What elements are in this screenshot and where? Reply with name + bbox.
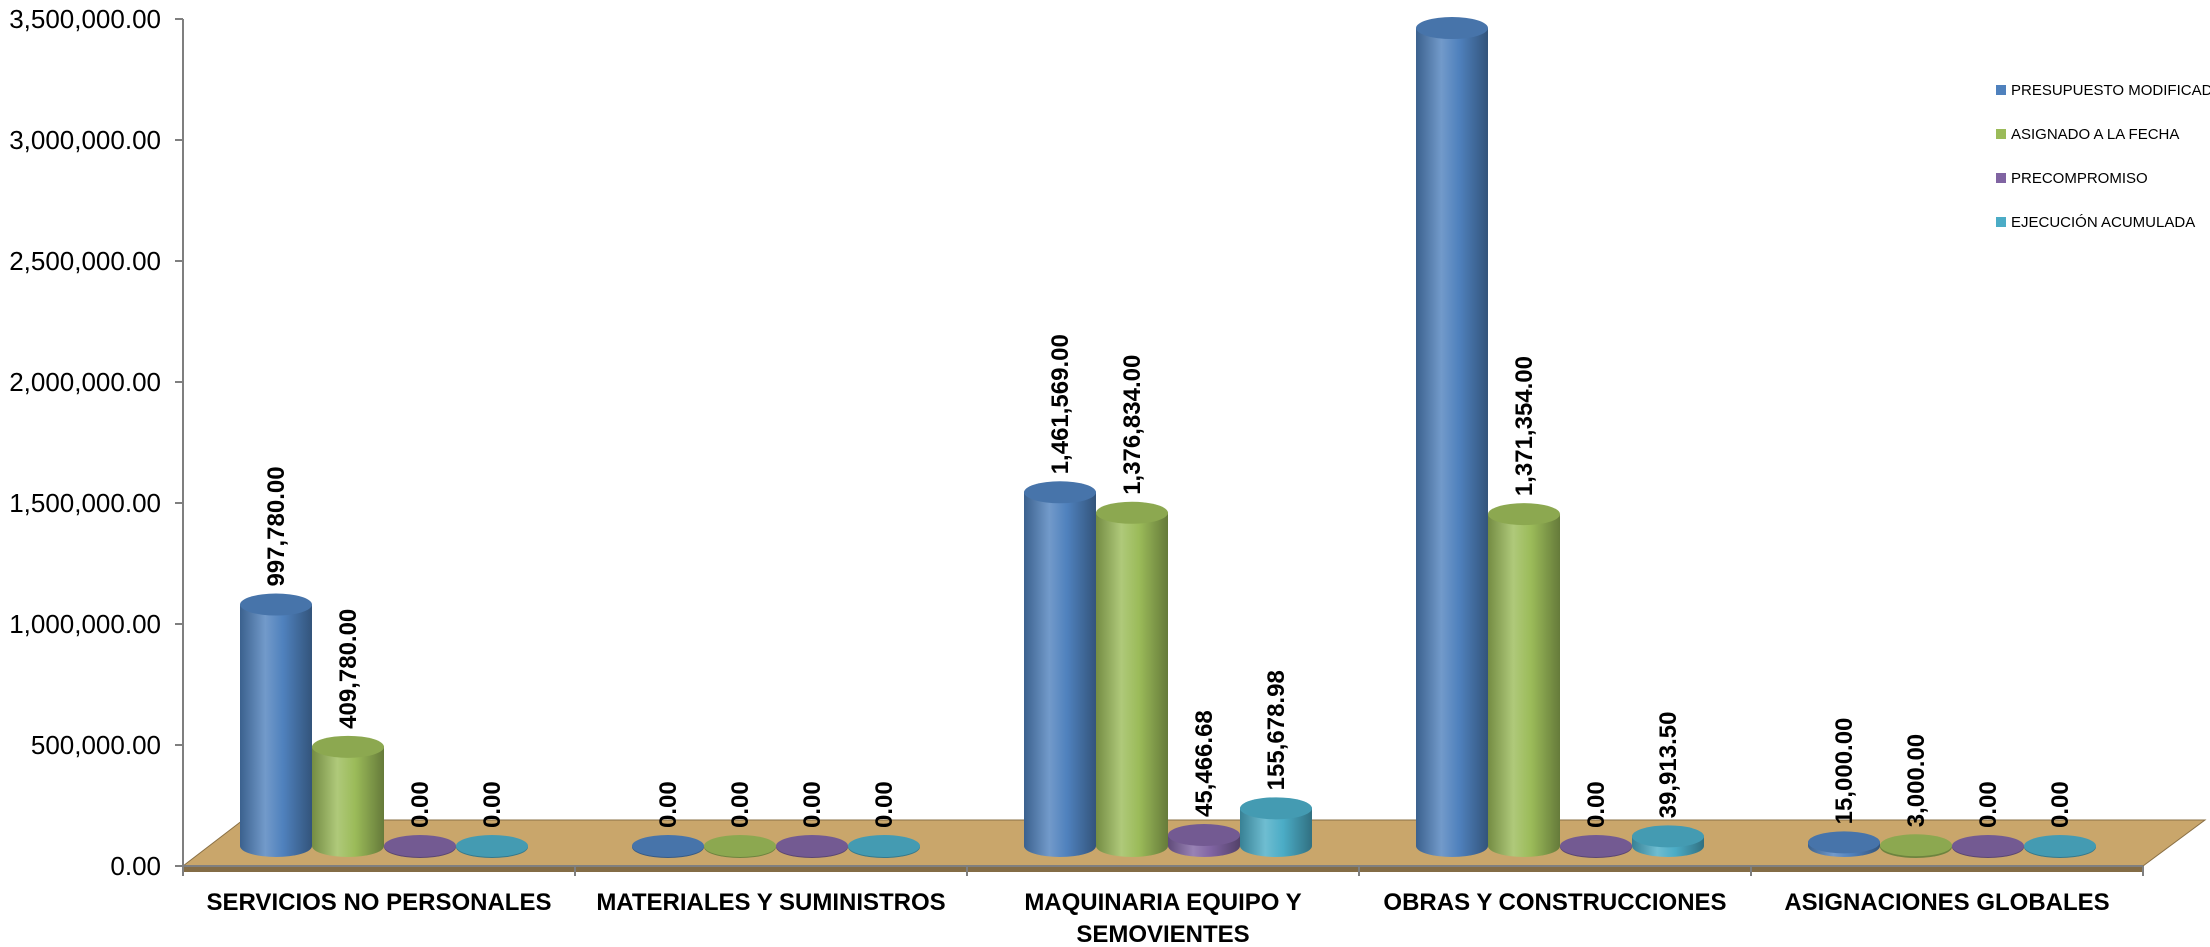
y-tick-label: 2,000,000.00 — [9, 367, 161, 397]
legend-swatch — [1996, 129, 2006, 139]
data-label: 0.00 — [727, 781, 754, 828]
legend-swatch — [1996, 217, 2006, 227]
bar-top — [312, 735, 384, 758]
legend-label: PRESUPUESTO MODIFICADO — [2011, 82, 2210, 99]
bar-top — [384, 835, 456, 857]
data-label: 0.00 — [871, 781, 898, 828]
bar — [1560, 835, 1632, 858]
data-label: 0.00 — [655, 781, 682, 828]
data-label: 15,000.00 — [1831, 718, 1858, 825]
bar-top — [1240, 797, 1312, 820]
data-label: 409,780.00 — [335, 609, 362, 729]
bar-body — [1240, 808, 1312, 857]
floor-edge — [183, 866, 2143, 872]
data-labels: 997,780.00 409,780.00 0.00 0.00 0.00 0.00 0.00… — [263, 334, 2074, 828]
bar-top — [1808, 831, 1880, 854]
legend-swatch — [1996, 173, 2006, 183]
bar — [456, 835, 528, 858]
bar-top — [1168, 823, 1240, 846]
legend: PRESUPUESTO MODIFICADO ASIGNADO A LA FECH… — [1996, 82, 2210, 231]
bar-top — [1632, 825, 1704, 848]
bar-top — [1096, 501, 1168, 524]
bar-body — [1024, 492, 1096, 857]
data-label: 39,913.50 — [1655, 712, 1682, 819]
data-label: 1,461,569.00 — [1047, 334, 1074, 474]
bar-top — [1880, 834, 1952, 857]
data-label: 155,678.98 — [1263, 670, 1290, 790]
bar-top — [632, 835, 704, 857]
legend-label: PRECOMPROMISO — [2011, 170, 2148, 187]
bar — [1952, 835, 2024, 858]
y-tick-label: 3,000,000.00 — [9, 125, 161, 155]
bar — [704, 835, 776, 858]
bar — [632, 835, 704, 858]
bar — [1488, 503, 1560, 857]
x-category-label: OBRAS Y CONSTRUCCIONES — [1383, 889, 1726, 916]
y-tick-label: 0.00 — [110, 851, 161, 881]
data-label: 3,000.00 — [1903, 734, 1930, 827]
bar-top — [704, 835, 776, 857]
bar — [848, 835, 920, 858]
bar — [1240, 797, 1312, 857]
bar-top — [776, 835, 848, 857]
bar — [1632, 825, 1704, 857]
bar-top — [240, 593, 312, 616]
bar-body — [312, 746, 384, 857]
data-label: 0.00 — [2047, 781, 2074, 828]
y-tick-label: 2,500,000.00 — [9, 246, 161, 276]
bar — [384, 835, 456, 858]
bar-top — [1024, 481, 1096, 504]
y-tick-label: 500,000.00 — [31, 730, 161, 760]
x-category-label: SERVICIOS NO PERSONALES — [207, 889, 552, 916]
x-category-label: MATERIALES Y SUMINISTROS — [596, 889, 945, 916]
data-label: 0.00 — [479, 781, 506, 828]
bar-body — [240, 604, 312, 857]
bar — [1808, 831, 1880, 857]
bar — [1096, 501, 1168, 857]
bar-top — [2024, 835, 2096, 857]
data-label: 1,371,354.00 — [1511, 356, 1538, 496]
bar — [1024, 481, 1096, 857]
bar-body — [1416, 28, 1488, 858]
legend-swatch — [1996, 85, 2006, 95]
bar-top — [1560, 835, 1632, 857]
bar — [776, 835, 848, 858]
bar-top — [848, 835, 920, 857]
x-category-label: MAQUINARIA EQUIPO Y SEMOVIENTES — [1024, 889, 1301, 947]
legend-label: ASIGNADO A LA FECHA — [2011, 126, 2179, 143]
bar — [1880, 834, 1952, 858]
bar-top — [1952, 835, 2024, 857]
legend-item: EJECUCIÓN ACUMULADA — [1996, 214, 2195, 231]
y-tick-label: 1,500,000.00 — [9, 488, 161, 518]
bar-top — [456, 835, 528, 857]
bar — [1168, 823, 1240, 857]
legend-item: PRECOMPROMISO — [1996, 170, 2148, 187]
legend-item: PRESUPUESTO MODIFICADO — [1996, 82, 2210, 99]
bar — [312, 735, 384, 857]
data-label: 0.00 — [1975, 781, 2002, 828]
bar — [240, 593, 312, 857]
legend-label: EJECUCIÓN ACUMULADA — [2011, 214, 2195, 231]
bar — [2024, 835, 2096, 858]
data-label: 0.00 — [1583, 781, 1610, 828]
data-label: 0.00 — [799, 781, 826, 828]
data-label: 997,780.00 — [263, 466, 290, 586]
data-label: 45,466.68 — [1191, 710, 1218, 817]
bar-top — [1488, 503, 1560, 526]
bar-top — [1416, 17, 1488, 40]
data-label: 1,376,834.00 — [1119, 355, 1146, 495]
data-label: 0.00 — [407, 781, 434, 828]
bar — [1416, 17, 1488, 858]
bars — [240, 17, 2096, 858]
axes: 0.00 500,000.00 1,000,000.00 1,500,000.00 2,… — [9, 4, 2144, 947]
y-tick-label: 3,500,000.00 — [9, 4, 161, 34]
x-category-label: ASIGNACIONES GLOBALES — [1784, 889, 2109, 916]
legend-item: ASIGNADO A LA FECHA — [1996, 126, 2179, 143]
y-tick-label: 1,000,000.00 — [9, 609, 161, 639]
bar-body — [1488, 514, 1560, 857]
bar-body — [1096, 512, 1168, 857]
